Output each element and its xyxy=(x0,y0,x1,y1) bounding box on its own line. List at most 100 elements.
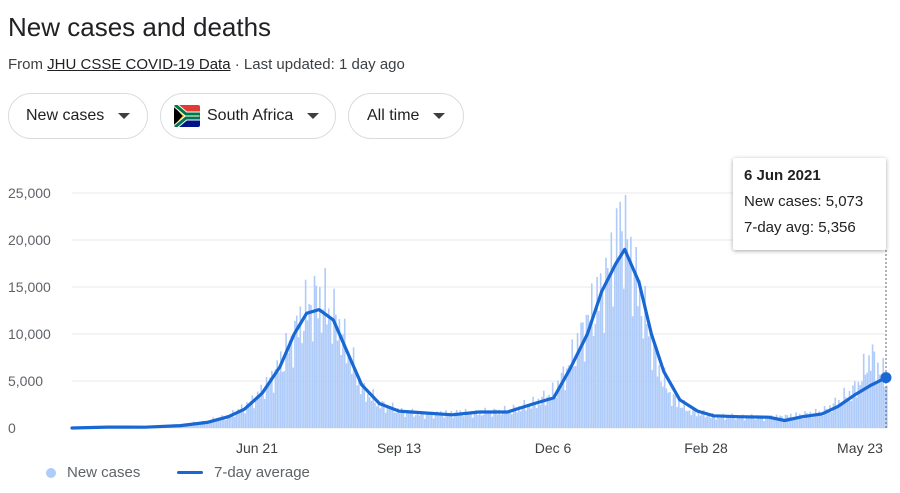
bar xyxy=(646,324,648,428)
bar xyxy=(596,276,598,428)
bar xyxy=(690,415,693,428)
bar xyxy=(852,385,854,428)
bar xyxy=(592,336,595,428)
bar xyxy=(283,371,286,428)
bar xyxy=(574,366,577,428)
bar xyxy=(578,351,581,428)
bar xyxy=(473,411,476,428)
bar xyxy=(384,412,387,428)
bar xyxy=(882,358,885,428)
bar xyxy=(779,415,781,428)
bar xyxy=(432,418,435,428)
bar xyxy=(423,418,426,428)
bar xyxy=(637,306,639,428)
bar xyxy=(215,420,218,428)
bar xyxy=(532,396,534,428)
source-link[interactable]: JHU CSSE COVID-19 Data xyxy=(47,56,231,73)
bar xyxy=(409,412,412,428)
bar xyxy=(463,416,465,428)
y-tick-label: 20,000 xyxy=(8,232,51,248)
bar xyxy=(660,381,662,428)
bar xyxy=(667,392,669,428)
bar xyxy=(884,386,886,428)
bar xyxy=(310,304,312,428)
bar xyxy=(415,415,417,428)
bar xyxy=(279,351,282,428)
bar xyxy=(406,410,408,428)
bar xyxy=(374,402,376,428)
bar xyxy=(621,231,623,428)
bar xyxy=(260,384,262,428)
bar xyxy=(695,416,698,428)
bar xyxy=(477,414,479,428)
bar xyxy=(402,410,405,428)
metric-dropdown-label: New cases xyxy=(26,107,105,124)
bar xyxy=(699,415,701,428)
bar xyxy=(239,412,241,428)
bar xyxy=(335,314,337,428)
bar xyxy=(493,408,495,428)
bar xyxy=(877,362,879,428)
bar xyxy=(816,414,819,428)
bar xyxy=(880,373,883,428)
bar xyxy=(503,405,506,428)
bar xyxy=(443,417,446,428)
bar xyxy=(217,417,220,428)
bar xyxy=(807,415,810,428)
bar xyxy=(315,285,318,428)
bar xyxy=(288,340,291,428)
bar xyxy=(313,275,316,428)
bar xyxy=(576,332,579,428)
bar xyxy=(358,376,360,428)
bar xyxy=(326,324,328,428)
bar xyxy=(594,323,597,428)
bar xyxy=(550,398,552,428)
bar xyxy=(701,413,703,428)
bar xyxy=(541,396,543,428)
bar xyxy=(363,382,366,428)
bar xyxy=(351,373,353,428)
bar xyxy=(708,414,710,428)
bar xyxy=(393,412,396,428)
bar xyxy=(873,351,876,428)
bar xyxy=(685,410,687,428)
bar xyxy=(878,374,881,428)
legend-item-new-cases[interactable]: New cases xyxy=(46,464,140,481)
bar xyxy=(365,401,367,428)
bar xyxy=(500,414,502,428)
bar xyxy=(590,283,593,428)
bar xyxy=(210,420,213,428)
bar xyxy=(251,395,254,428)
bar xyxy=(605,257,607,428)
bar xyxy=(642,338,645,428)
cases-chart[interactable]: 25,000 20,000 15,000 10,000 5,000 0 Jun 21 Sep … xyxy=(0,150,900,460)
bar xyxy=(233,416,236,428)
bar xyxy=(736,415,739,428)
bar xyxy=(486,413,488,428)
bar xyxy=(658,364,661,428)
bar xyxy=(516,412,518,428)
metric-dropdown[interactable]: New cases xyxy=(8,93,148,139)
bar xyxy=(240,404,243,428)
legend-item-average[interactable]: 7-day average xyxy=(177,464,310,481)
bar xyxy=(203,420,206,428)
bar xyxy=(772,419,774,428)
bar xyxy=(811,417,813,428)
bar xyxy=(697,411,700,428)
bar xyxy=(557,380,559,428)
bar xyxy=(628,259,630,428)
bar xyxy=(512,404,515,428)
bar xyxy=(447,413,449,428)
x-tick-label: Feb 28 xyxy=(684,440,728,456)
bar xyxy=(349,360,351,428)
bar xyxy=(496,414,499,428)
bar xyxy=(886,385,888,428)
time-range-dropdown[interactable]: All time xyxy=(348,93,464,139)
bar xyxy=(759,416,762,428)
bar xyxy=(749,417,751,428)
bar xyxy=(775,414,778,428)
chart-title: New cases and deaths xyxy=(8,12,272,42)
location-dropdown[interactable]: South Africa xyxy=(160,93,336,139)
bar xyxy=(207,420,209,428)
bar xyxy=(404,416,406,428)
